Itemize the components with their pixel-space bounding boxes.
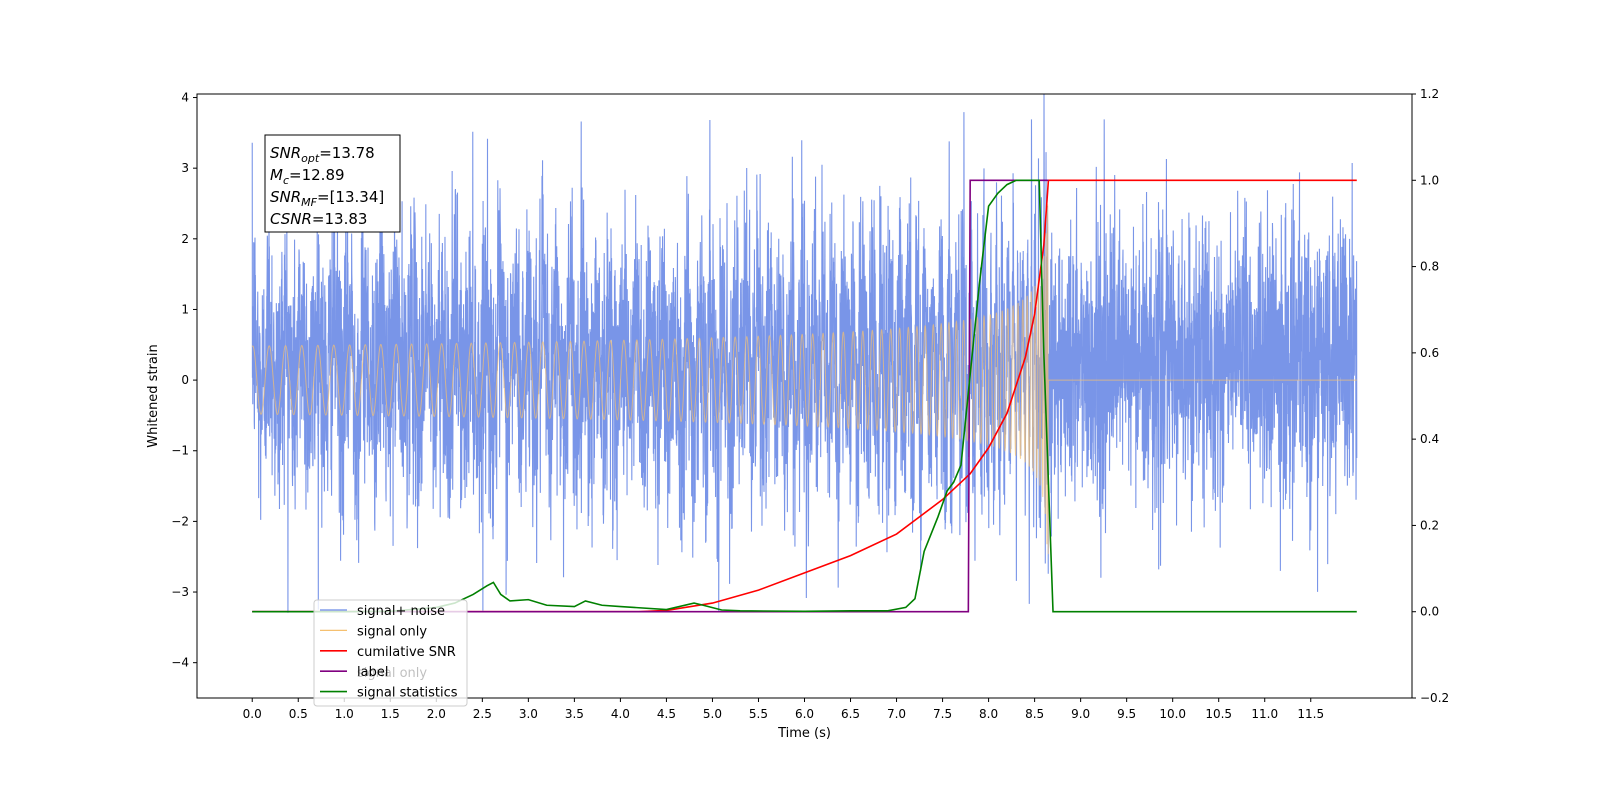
annotation-value: =12.89	[289, 166, 345, 184]
legend-overlap-text: signal only	[357, 666, 427, 681]
y-tick-label: −4	[171, 656, 189, 670]
x-tick-label: 5.0	[703, 707, 722, 721]
x-tick-label: 6.0	[795, 707, 814, 721]
y2-tick-label: −0.2	[1420, 691, 1449, 705]
x-tick-label: 0.0	[243, 707, 262, 721]
legend-label: label	[320, 665, 388, 680]
x-tick-label: 8.0	[979, 707, 998, 721]
y2-tick-label: 0.6	[1420, 346, 1439, 360]
legend-frame	[313, 599, 468, 707]
y-axis-label: Whitened strain	[146, 344, 161, 447]
legend-signal-only: signal only	[320, 624, 427, 639]
x-tick-label: 9.5	[1117, 707, 1136, 721]
annotation-symbol: SNR	[270, 188, 301, 206]
y-axis-right: 1.2 1.0 0.8 0.6 0.4 0.2 0.0 −0.2	[1412, 87, 1449, 705]
annotation-subscript: opt	[301, 152, 320, 165]
annotation-symbol: SNR	[270, 144, 301, 162]
legend-label: signal only	[357, 624, 427, 639]
x-tick-label: 7.0	[887, 707, 906, 721]
x-axis: 0.0 0.5 1.0 1.5 2.0 2.5 3.0 3.5 4.0 4.5 5.0 5.5 6.0 6…	[243, 698, 1324, 721]
annotation-line: SNRMF=[13.34]	[270, 188, 384, 209]
legend-label: label	[357, 665, 388, 680]
y-tick-label: 1	[181, 302, 189, 316]
x-tick-label: 1.5	[381, 707, 400, 721]
legend-label: signal+ noise	[357, 604, 445, 619]
annotation-box: SNRopt=13.78Mc=12.89SNRMF=[13.34]CSNR=13…	[264, 134, 401, 233]
x-tick-label: 10.5	[1205, 707, 1232, 721]
y-axis-left: 4 3 2 1 0 −1 −2 −3 −4	[171, 91, 197, 670]
series-cumulative-snr-line	[252, 179, 1357, 613]
series-signal-only-line	[251, 204, 1357, 555]
series-label-line	[252, 179, 1049, 613]
x-tick-label: 4.0	[611, 707, 630, 721]
legend-label: cumilative SNR	[357, 645, 456, 660]
y-tick-label: 3	[181, 161, 189, 175]
x-tick-label: 6.5	[841, 707, 860, 721]
plot-area	[251, 94, 1358, 613]
x-tick-label: 1.0	[335, 707, 354, 721]
legend-label: signal statistics	[357, 686, 458, 701]
y2-tick-label: 0.2	[1420, 518, 1439, 532]
y-tick-label: 0	[181, 373, 189, 387]
x-tick-label: 11.0	[1251, 707, 1278, 721]
y-tick-label: 2	[181, 232, 189, 246]
x-tick-label: 3.5	[565, 707, 584, 721]
series-layer	[251, 94, 1358, 613]
annotation-subscript: c	[283, 174, 289, 187]
y-tick-label: −2	[171, 514, 189, 528]
x-tick-label: 2.0	[427, 707, 446, 721]
y-tick-label: −1	[171, 444, 189, 458]
annotation-value: =13.83	[312, 210, 368, 228]
legend-signal-statistics: signal statistics	[320, 686, 458, 701]
y2-tick-label: 1.2	[1420, 87, 1439, 101]
x-tick-label: 10.0	[1159, 707, 1186, 721]
y2-tick-label: 0.4	[1420, 432, 1439, 446]
annotation-subscript: MF	[301, 196, 317, 209]
series-signal-statistics-line	[252, 179, 1357, 613]
y-tick-label: 4	[181, 91, 189, 105]
x-tick-label: 11.5	[1297, 707, 1324, 721]
annotation-line: CSNR=13.83	[270, 210, 367, 228]
annotation-line: SNRopt=13.78	[270, 144, 375, 165]
annotation-value: =13.78	[319, 144, 375, 162]
x-tick-label: 3.0	[519, 707, 538, 721]
legend: signal+ noise signal only cumilative SNR la…	[313, 599, 468, 707]
x-tick-label: 5.5	[749, 707, 768, 721]
y2-tick-label: 0.0	[1420, 605, 1439, 619]
x-tick-label: 0.5	[289, 707, 308, 721]
annotation-frame	[264, 134, 401, 233]
x-tick-label: 9.0	[1071, 707, 1090, 721]
legend-signal-noise: signal+ noise	[320, 604, 445, 619]
legend-cumulative-snr: cumilative SNR	[320, 645, 456, 660]
x-axis-label: Time (s)	[777, 726, 831, 741]
x-tick-label: 8.5	[1025, 707, 1044, 721]
annotation-line: Mc=12.89	[270, 166, 345, 187]
y2-tick-label: 0.8	[1420, 260, 1439, 274]
annotation-value: =[13.34]	[317, 188, 384, 206]
x-tick-label: 7.5	[933, 707, 952, 721]
annotation-symbol: M	[270, 166, 283, 184]
annotation-symbol: CSNR	[270, 210, 312, 228]
y2-tick-label: 1.0	[1420, 173, 1439, 187]
x-tick-label: 2.5	[473, 707, 492, 721]
x-tick-label: 4.5	[657, 707, 676, 721]
y-tick-label: −3	[171, 585, 189, 599]
